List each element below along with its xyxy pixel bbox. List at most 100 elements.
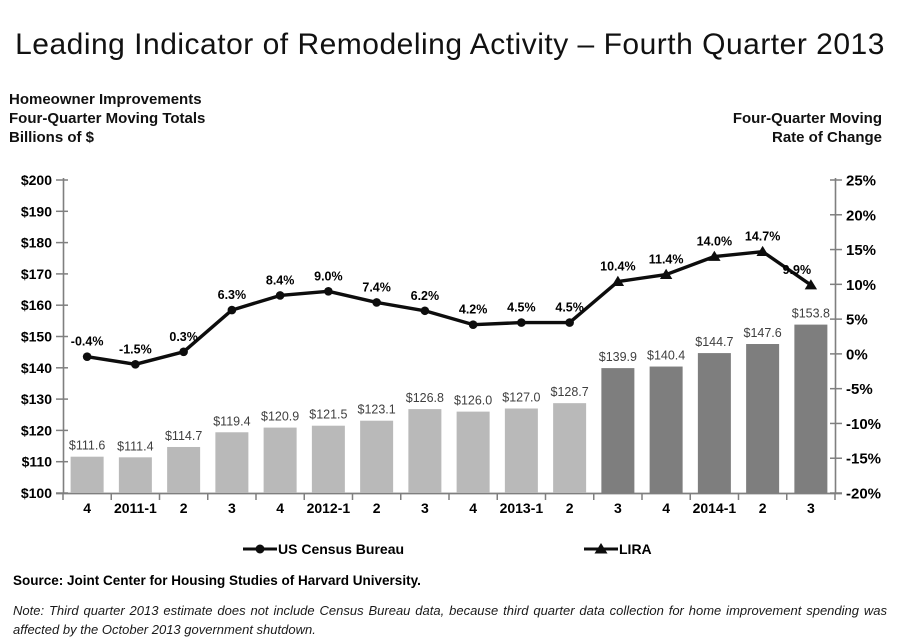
bar bbox=[746, 344, 780, 493]
left-axis-title-line1: Homeowner Improvements bbox=[9, 91, 202, 108]
right-axis-tick-label: 10% bbox=[846, 277, 876, 294]
circle-marker-icon bbox=[243, 544, 277, 554]
bar-value-label: $111.6 bbox=[69, 439, 105, 453]
left-axis-tick-label: $110 bbox=[22, 454, 53, 470]
bar bbox=[360, 420, 394, 493]
line-marker-triangle bbox=[659, 268, 673, 279]
line-marker-triangle bbox=[611, 275, 625, 286]
bar bbox=[263, 427, 297, 493]
rate-value-label: 7.4% bbox=[362, 280, 391, 294]
bar bbox=[408, 409, 442, 493]
left-axis-tick-label: $150 bbox=[21, 329, 52, 345]
bar bbox=[118, 457, 152, 493]
rate-value-label: 10.4% bbox=[600, 260, 635, 274]
footnote: Note: Third quarter 2013 estimate does n… bbox=[13, 603, 887, 637]
rate-value-label: 0.3% bbox=[169, 330, 198, 344]
legend-item-us-census-bureau: US Census Bureau bbox=[243, 541, 404, 557]
bar bbox=[553, 403, 587, 493]
x-axis-label: 3 bbox=[614, 500, 622, 516]
x-axis-label: 3 bbox=[807, 500, 815, 516]
line-marker-triangle bbox=[804, 279, 818, 290]
bar-value-label: $144.7 bbox=[695, 335, 733, 349]
left-axis-tick-label: $170 bbox=[21, 266, 52, 282]
right-axis-tick-label: 20% bbox=[846, 207, 876, 224]
rate-value-label: 4.5% bbox=[555, 301, 584, 315]
x-axis-label: 4 bbox=[662, 500, 670, 516]
bar bbox=[70, 456, 104, 493]
rate-value-label: 14.7% bbox=[745, 230, 780, 244]
bar bbox=[794, 324, 828, 493]
x-axis-label: 2014-1 bbox=[693, 500, 737, 516]
bar bbox=[215, 432, 249, 493]
x-axis-label: 2013-1 bbox=[500, 500, 544, 516]
left-axis-tick-label: $120 bbox=[21, 422, 52, 438]
bar bbox=[504, 408, 538, 493]
left-axis-tick-label: $160 bbox=[21, 297, 52, 313]
line-marker-circle bbox=[517, 318, 526, 327]
right-axis-tick-label: 25% bbox=[846, 173, 876, 190]
bar bbox=[311, 425, 345, 493]
bar-value-label: $119.4 bbox=[213, 414, 250, 428]
legend-label-us-census-bureau: US Census Bureau bbox=[278, 541, 405, 557]
line-marker-circle bbox=[131, 360, 140, 369]
rate-value-label: 8.4% bbox=[266, 273, 295, 287]
bar-value-label: $126.8 bbox=[406, 391, 444, 405]
x-axis-label: 2 bbox=[373, 500, 381, 516]
rate-value-label: -1.5% bbox=[119, 342, 152, 356]
bar-value-label: $139.9 bbox=[599, 350, 637, 364]
rate-value-label: 6.3% bbox=[218, 288, 247, 302]
rate-value-label: -0.4% bbox=[71, 335, 104, 349]
line-marker-triangle bbox=[708, 250, 721, 261]
source-line: Source: Joint Center for Housing Studies… bbox=[13, 573, 421, 588]
left-axis-tick-label: $100 bbox=[21, 485, 52, 501]
bar-value-label: $128.7 bbox=[551, 385, 589, 399]
line-marker-circle bbox=[82, 352, 92, 361]
x-axis-label: 4 bbox=[276, 500, 284, 516]
left-axis-tick-label: $180 bbox=[21, 235, 52, 251]
bar-value-label: $147.6 bbox=[744, 326, 782, 340]
bar-value-label: $123.1 bbox=[358, 403, 396, 417]
line-marker-circle bbox=[179, 347, 188, 357]
right-axis-tick-label: 0% bbox=[846, 346, 868, 363]
x-axis-label: 4 bbox=[83, 500, 91, 516]
bar bbox=[456, 411, 490, 493]
rate-value-label: 11.4% bbox=[649, 253, 684, 267]
x-axis-label: 3 bbox=[421, 500, 429, 516]
rate-value-label: 4.2% bbox=[459, 303, 488, 317]
x-axis-label: 3 bbox=[228, 500, 236, 516]
line-marker-circle bbox=[565, 318, 574, 327]
rate-value-label: 9.9% bbox=[783, 263, 812, 277]
right-axis-tick-label: -20% bbox=[846, 486, 881, 503]
left-axis-tick-label: $140 bbox=[21, 360, 52, 376]
bar-value-label: $127.0 bbox=[502, 390, 540, 404]
bar bbox=[697, 353, 731, 493]
bar-value-label: $120.9 bbox=[261, 410, 299, 424]
x-axis-label: 2 bbox=[180, 500, 188, 516]
bar-value-label: $140.4 bbox=[647, 349, 685, 363]
x-axis-label: 4 bbox=[469, 500, 477, 516]
right-axis-title-line1: Four-Quarter Moving bbox=[732, 110, 882, 127]
bar bbox=[601, 368, 635, 493]
right-axis-tick-label: -15% bbox=[846, 451, 881, 468]
left-axis-title: Homeowner Improvements Four-Quarter Movi… bbox=[9, 90, 205, 147]
legend-item-lira: LIRA bbox=[584, 541, 652, 557]
x-axis-label: 2 bbox=[759, 500, 767, 516]
line-marker-circle bbox=[275, 291, 285, 300]
rate-value-label: 14.0% bbox=[697, 235, 732, 249]
right-axis-tick-label: 5% bbox=[846, 312, 868, 329]
right-axis-title-line2: Rate of Change bbox=[771, 129, 882, 146]
line-marker-circle bbox=[468, 320, 478, 329]
line-marker-circle bbox=[420, 306, 430, 316]
bar bbox=[167, 446, 201, 493]
x-axis-label: 2 bbox=[566, 500, 574, 516]
page-title: Leading Indicator of Remodeling Activity… bbox=[15, 28, 885, 61]
right-axis-tick-label: -5% bbox=[846, 381, 873, 398]
left-axis-tick-label: $200 bbox=[21, 172, 52, 188]
triangle-marker-icon bbox=[584, 543, 618, 554]
left-axis-tick-label: $130 bbox=[21, 391, 52, 407]
legend-label-lira: LIRA bbox=[619, 541, 652, 557]
line-marker-circle bbox=[324, 286, 333, 296]
rate-line bbox=[86, 249, 812, 367]
